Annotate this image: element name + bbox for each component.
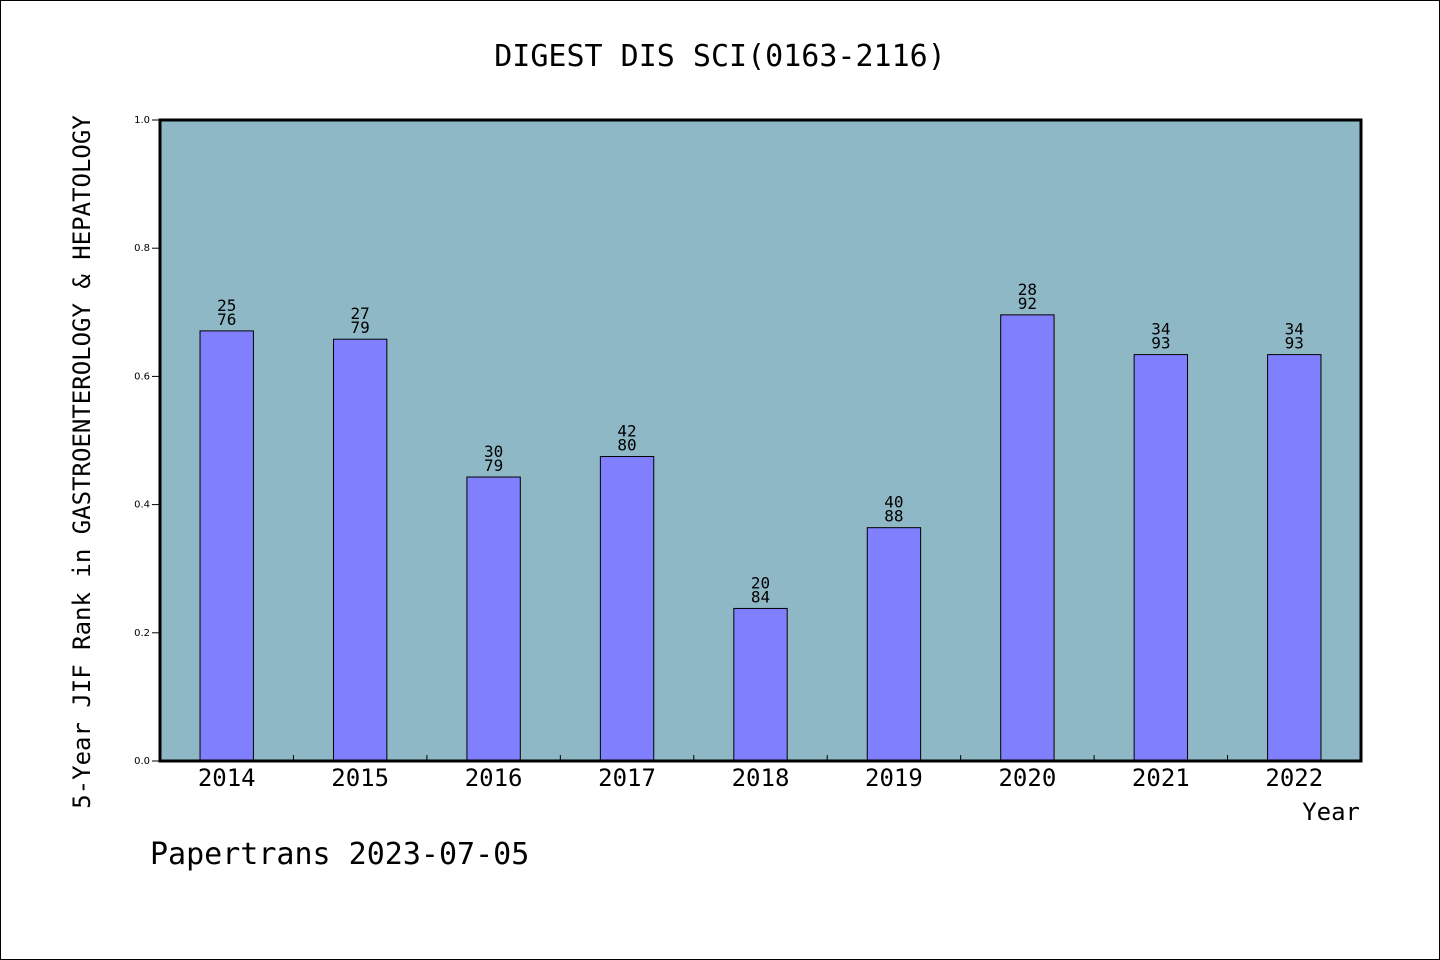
bar-label-2017-rank: 42 xyxy=(617,422,636,441)
bar-label-2020-rank: 28 xyxy=(1018,280,1037,299)
x-tick-label-2020: 2020 xyxy=(998,764,1056,792)
bar-label-2014-rank: 25 xyxy=(217,296,236,315)
x-tick-label-2021: 2021 xyxy=(1132,764,1190,792)
bar-2022 xyxy=(1267,354,1322,762)
chart-title: DIGEST DIS SCI(0163-2116) xyxy=(494,39,946,74)
bar-label-2019-total: 88 xyxy=(884,507,903,526)
bar-2014 xyxy=(199,330,254,762)
bar-label-2022-total: 93 xyxy=(1285,334,1304,353)
x-tick-label-2022: 2022 xyxy=(1265,764,1323,792)
y-tick-label-1.0: 1.0 xyxy=(134,115,150,126)
bars-group xyxy=(199,314,1322,762)
bar-label-2021-total: 93 xyxy=(1151,334,1170,353)
bar-2018 xyxy=(733,607,788,762)
y-tick-label-0.0: 0.0 xyxy=(134,756,150,767)
bar-2016 xyxy=(466,476,521,762)
bar-label-2022-rank: 34 xyxy=(1285,320,1304,339)
bar-label-2018-rank: 20 xyxy=(751,573,770,592)
x-tick-label-2019: 2019 xyxy=(865,764,923,792)
bar-label-2014-total: 76 xyxy=(217,310,236,329)
bar-label-2020-total: 92 xyxy=(1018,294,1037,313)
bar-label-2015-total: 79 xyxy=(351,318,370,337)
x-axis-label: Year xyxy=(1302,798,1360,826)
bar-2019 xyxy=(866,527,922,762)
x-axis: 2014 2015 2016 2017 2018 2019 2020 2021 2022 xyxy=(198,755,1323,792)
y-tick-label-0.6: 0.6 xyxy=(134,371,150,382)
y-axis-label: 5-Year JIF Rank in GASTROENTEROLOGY & HE… xyxy=(68,115,96,809)
bar-label-2018-total: 84 xyxy=(751,587,770,606)
y-tick-label-0.2: 0.2 xyxy=(134,628,150,639)
y-tick-label-0.4: 0.4 xyxy=(134,500,150,511)
bar-label-2021-rank: 34 xyxy=(1151,320,1170,339)
bar-2021 xyxy=(1133,354,1189,762)
bar-label-2019-rank: 40 xyxy=(884,493,903,512)
bar-label-2015-rank: 27 xyxy=(351,304,370,323)
x-tick-label-2014: 2014 xyxy=(198,764,256,792)
x-tick-label-2017: 2017 xyxy=(598,764,656,792)
y-tick-label-0.8: 0.8 xyxy=(134,243,150,254)
bar-2017 xyxy=(599,456,655,762)
y-axis: 0.0 0.2 0.4 0.6 0.8 1.0 xyxy=(134,115,160,767)
x-tick-label-2016: 2016 xyxy=(465,764,523,792)
x-tick-label-2015: 2015 xyxy=(331,764,389,792)
bar-label-2016-total: 79 xyxy=(484,456,503,475)
bar-2015 xyxy=(332,338,388,762)
plot-border xyxy=(158,118,1363,763)
bar-label-2017-total: 80 xyxy=(617,436,636,455)
x-tick-label-2018: 2018 xyxy=(732,764,790,792)
bar-label-2016-rank: 30 xyxy=(484,442,503,461)
bar-2020 xyxy=(1000,314,1055,762)
footer-text: Papertrans 2023-07-05 xyxy=(150,837,529,872)
